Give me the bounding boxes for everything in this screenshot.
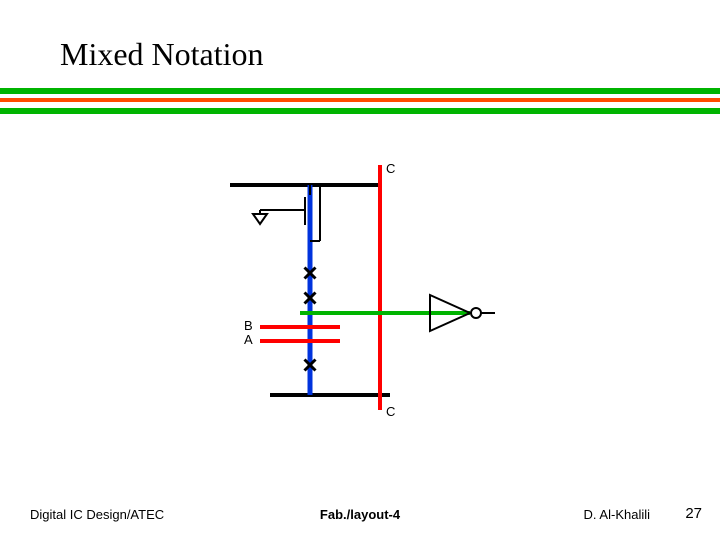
label-a: A xyxy=(244,332,253,347)
rule-red xyxy=(0,98,720,102)
label-c-top: C xyxy=(386,161,395,176)
page-number: 27 xyxy=(685,505,702,522)
diagram-svg xyxy=(190,155,550,435)
rule-green-bot xyxy=(0,108,720,114)
rule-green-top xyxy=(0,88,720,94)
label-b: B xyxy=(244,318,253,333)
mixed-notation-diagram: C C B A xyxy=(190,155,550,435)
page-title: Mixed Notation xyxy=(60,36,264,73)
footer-right: D. Al-Khalili xyxy=(584,507,650,522)
label-c-bot: C xyxy=(386,404,395,419)
